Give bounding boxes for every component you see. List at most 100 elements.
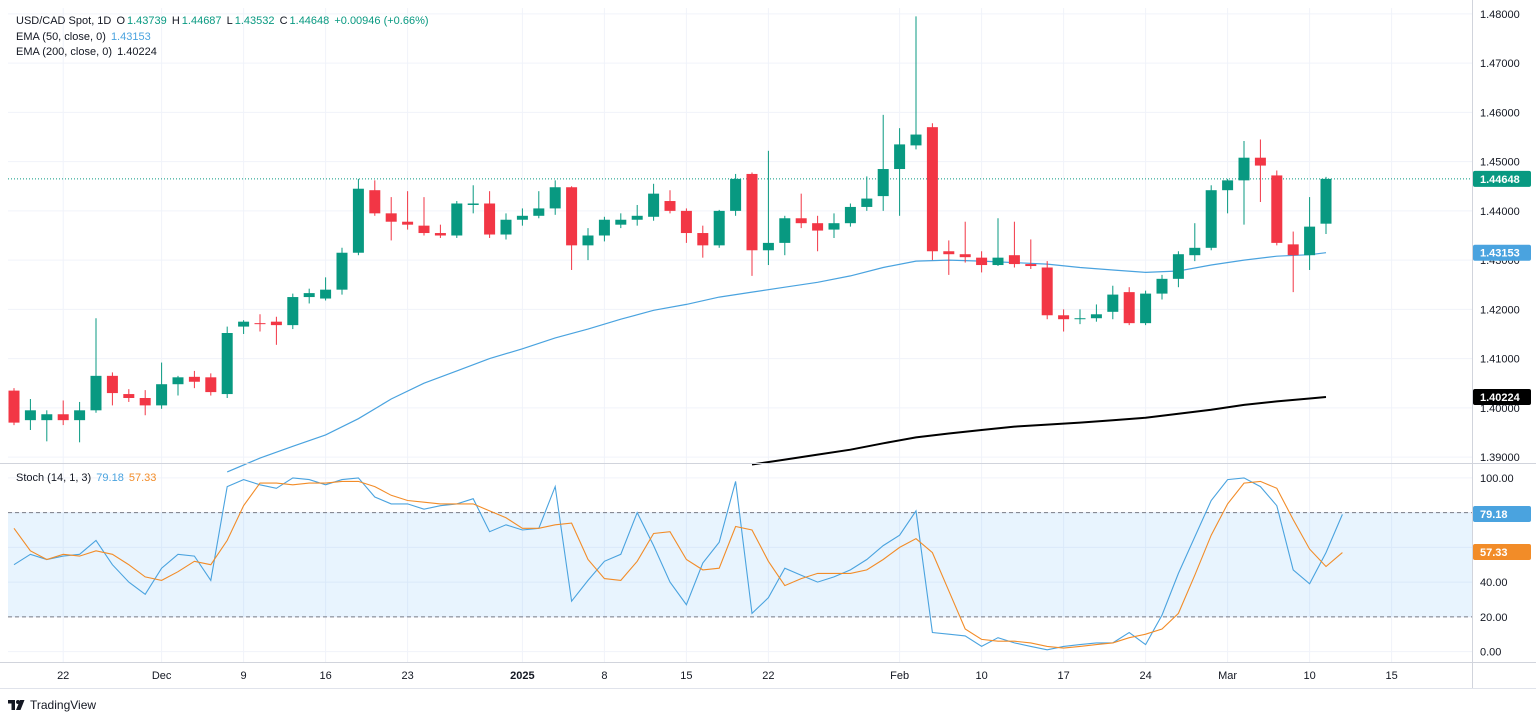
ema50-price-tag-text: 1.43153 <box>1480 248 1520 260</box>
candle <box>90 318 102 413</box>
candle <box>1172 251 1184 288</box>
candle <box>484 191 496 238</box>
candle-body <box>156 384 168 406</box>
candle-body <box>467 203 479 205</box>
time-tick-label: 8 <box>601 670 607 682</box>
candle <box>566 186 578 270</box>
candle <box>779 215 791 256</box>
candle <box>1074 309 1086 325</box>
candle-body <box>992 257 1004 266</box>
candle <box>697 225 709 258</box>
candle <box>1222 178 1234 214</box>
candle-body <box>254 323 266 325</box>
candle-body <box>418 225 430 234</box>
price-tick-label: 1.44000 <box>1480 206 1520 218</box>
candle-body <box>812 223 824 231</box>
candle-body <box>188 376 200 382</box>
candle <box>1058 309 1070 332</box>
ema50-line <box>226 252 1327 473</box>
high-value: 1.44687 <box>181 15 222 27</box>
current-price-tag-bg <box>1473 170 1531 187</box>
stoch-tick-label: 0.00 <box>1480 647 1501 659</box>
candle-body <box>1271 175 1283 243</box>
candle <box>516 208 528 226</box>
candle <box>336 247 348 295</box>
candle-body <box>57 414 69 421</box>
candle-body <box>139 398 151 406</box>
candle-body <box>238 321 250 327</box>
candle <box>861 176 873 211</box>
candle-body <box>1287 244 1299 256</box>
candle-body <box>500 219 512 235</box>
tradingview-brand: TradingView <box>30 698 97 712</box>
candle-body <box>123 394 135 398</box>
candle-body <box>779 218 791 243</box>
candle-body <box>74 410 86 421</box>
ema50-name: EMA (50, close, 0) <box>16 31 106 43</box>
candle-body <box>762 242 774 251</box>
price-tick-label: 1.45000 <box>1480 157 1520 169</box>
stoch-tick-label: 20.00 <box>1480 612 1508 624</box>
ema50-legend: EMA (50, close, 0) 1.43153 <box>16 30 153 44</box>
time-tick-label: 16 <box>319 670 331 682</box>
time-tick-label: 24 <box>1139 670 1151 682</box>
candle-body <box>1107 294 1119 312</box>
stoch-name: Stoch (14, 1, 3) <box>16 472 92 484</box>
candle-body <box>598 219 610 236</box>
candle-body <box>926 127 938 252</box>
tradingview-logo-icon <box>8 700 25 710</box>
stoch-d-value: 57.33 <box>128 472 157 484</box>
candle <box>910 16 922 150</box>
candle <box>24 398 36 431</box>
candle <box>598 216 610 242</box>
candle-body <box>959 254 971 258</box>
candle <box>188 370 200 389</box>
candle-body <box>1238 157 1250 181</box>
candle <box>926 123 938 261</box>
stoch-d-tag-text: 57.33 <box>1480 547 1508 559</box>
stoch-k-tag: 79.18 <box>1473 506 1531 523</box>
candle <box>418 197 430 236</box>
ema50-value: 1.43153 <box>110 31 151 43</box>
stoch-d-tag: 57.33 <box>1473 544 1531 561</box>
candle-body <box>1123 292 1135 324</box>
candle-body <box>976 257 988 266</box>
candle-body <box>451 203 463 236</box>
price-tick-label: 1.47000 <box>1480 58 1520 70</box>
candle <box>106 372 118 406</box>
price-tick-label: 1.41000 <box>1480 354 1520 366</box>
candle-body <box>1074 318 1086 320</box>
candle <box>812 215 824 252</box>
candle-body <box>549 187 561 209</box>
time-tick-label: Dec <box>152 670 172 682</box>
candle-body <box>1320 178 1332 224</box>
candle <box>795 193 807 229</box>
ema200-legend: EMA (200, close, 0) 1.40224 <box>16 45 159 59</box>
candle <box>1238 140 1250 225</box>
price-label-layer: 1.44648 1.43153 1.40224 79.18 57.33 <box>1473 170 1531 561</box>
candle-body <box>1205 190 1217 248</box>
candle <box>402 191 414 230</box>
candle <box>1271 170 1283 246</box>
candle-body <box>90 375 102 411</box>
candle-body <box>41 414 53 421</box>
candle-body <box>697 233 709 246</box>
candle-body <box>648 193 660 217</box>
time-tick-label: Mar <box>1218 670 1237 682</box>
ema200-price-tag-bg <box>1473 389 1531 406</box>
candle <box>57 400 69 426</box>
tradingview-footer[interactable]: TradingView <box>8 696 96 714</box>
candle-body <box>943 251 955 255</box>
candle-body <box>205 377 217 393</box>
price-tick-label: 1.48000 <box>1480 9 1520 21</box>
candle <box>1205 185 1217 251</box>
stoch-k-line <box>13 477 1343 651</box>
time-tick-label: 9 <box>241 670 247 682</box>
stoch-d-line <box>13 480 1343 649</box>
stoch-k-tag-bg <box>1473 506 1531 523</box>
candle-body <box>1140 293 1152 324</box>
candle <box>156 362 168 409</box>
candle <box>1304 197 1316 270</box>
candle-body <box>1172 254 1184 279</box>
